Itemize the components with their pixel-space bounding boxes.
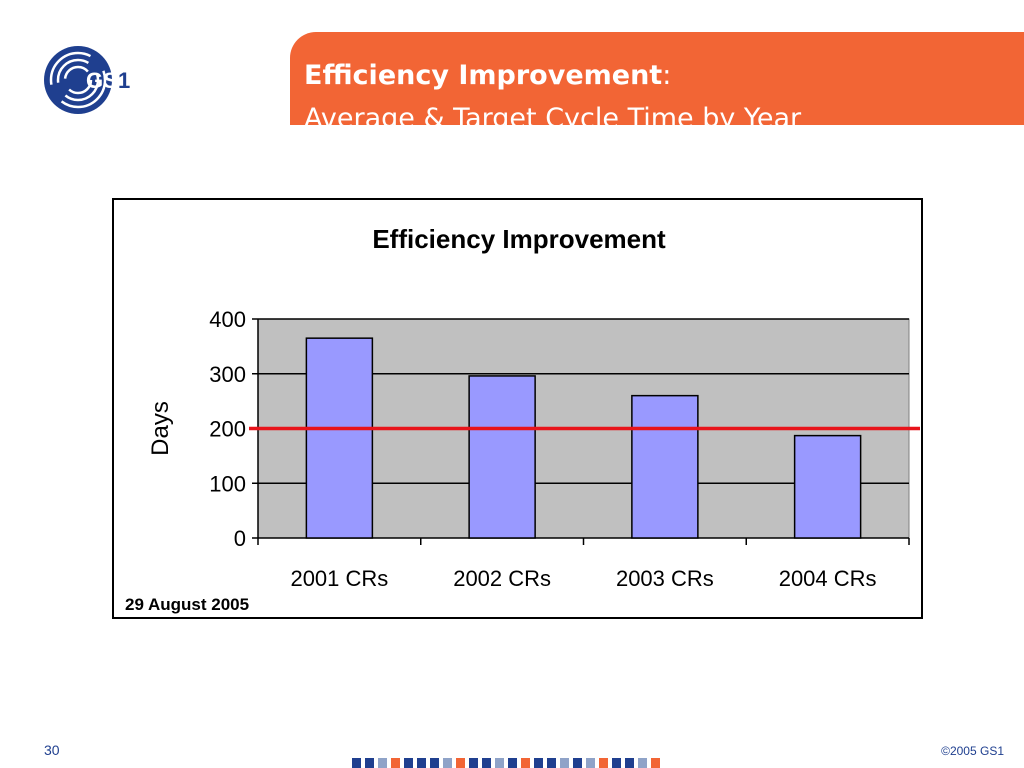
- x-tick-label: 2003 CRs: [616, 566, 714, 591]
- gs1-logo: GS 1: [44, 46, 130, 114]
- copyright-notice: ©2005 GS1: [941, 744, 1004, 758]
- x-tick-label: 2004 CRs: [779, 566, 877, 591]
- slide-title-colon: :: [662, 60, 672, 91]
- footer-pattern-block: [391, 758, 400, 768]
- footer-pattern: [352, 758, 664, 768]
- bar: [631, 394, 699, 539]
- footer-pattern-block: [599, 758, 608, 768]
- footer-pattern-block: [482, 758, 491, 768]
- date-stamp: 29 August 2005: [125, 595, 250, 614]
- y-tick-label: 0: [234, 526, 246, 551]
- footer-pattern-block: [638, 758, 647, 768]
- svg-text:GS: GS: [86, 68, 118, 93]
- svg-text:1: 1: [118, 68, 130, 93]
- y-axis-label: Days: [147, 401, 174, 456]
- y-tick-label: 100: [209, 471, 246, 496]
- y-tick-label: 200: [209, 417, 246, 442]
- footer-pattern-block: [625, 758, 634, 768]
- y-tick-label: 300: [209, 362, 246, 387]
- x-tick-label: 2002 CRs: [453, 566, 551, 591]
- footer-pattern-block: [469, 758, 478, 768]
- footer-pattern-block: [560, 758, 569, 768]
- footer-pattern-block: [417, 758, 426, 768]
- bar: [468, 375, 536, 539]
- footer-pattern-block: [651, 758, 660, 768]
- footer-pattern-block: [456, 758, 465, 768]
- footer-pattern-block: [365, 758, 374, 768]
- page-number: 30: [44, 742, 60, 758]
- footer-pattern-block: [404, 758, 413, 768]
- footer-pattern-block: [378, 758, 387, 768]
- slide-title: Efficiency Improvement:: [304, 60, 671, 91]
- slide-subtitle: Average & Target Cycle Time by Year: [304, 103, 802, 125]
- chart-frame: Efficiency Improvement 0 100 200 300 400 Days 2…: [112, 198, 923, 619]
- bar-chart: Efficiency Improvement 0 100 200 300 400 Days 2…: [147, 224, 920, 591]
- y-tick-label: 400: [209, 307, 246, 332]
- footer-pattern-block: [508, 758, 517, 768]
- footer-pattern-block: [586, 758, 595, 768]
- footer-pattern-block: [534, 758, 543, 768]
- bar: [305, 337, 374, 539]
- footer-pattern-block: [430, 758, 439, 768]
- footer-pattern-block: [612, 758, 621, 768]
- footer-pattern-block: [521, 758, 530, 768]
- chart-title: Efficiency Improvement: [372, 224, 666, 254]
- header-banner: Efficiency Improvement: Average & Target…: [290, 32, 1024, 125]
- slide-title-bold: Efficiency Improvement: [304, 60, 663, 91]
- footer-pattern-block: [547, 758, 556, 768]
- footer-pattern-block: [573, 758, 582, 768]
- footer-pattern-block: [495, 758, 504, 768]
- x-tick-label: 2001 CRs: [290, 566, 388, 591]
- bar: [793, 434, 862, 539]
- footer-pattern-block: [352, 758, 361, 768]
- footer-pattern-block: [443, 758, 452, 768]
